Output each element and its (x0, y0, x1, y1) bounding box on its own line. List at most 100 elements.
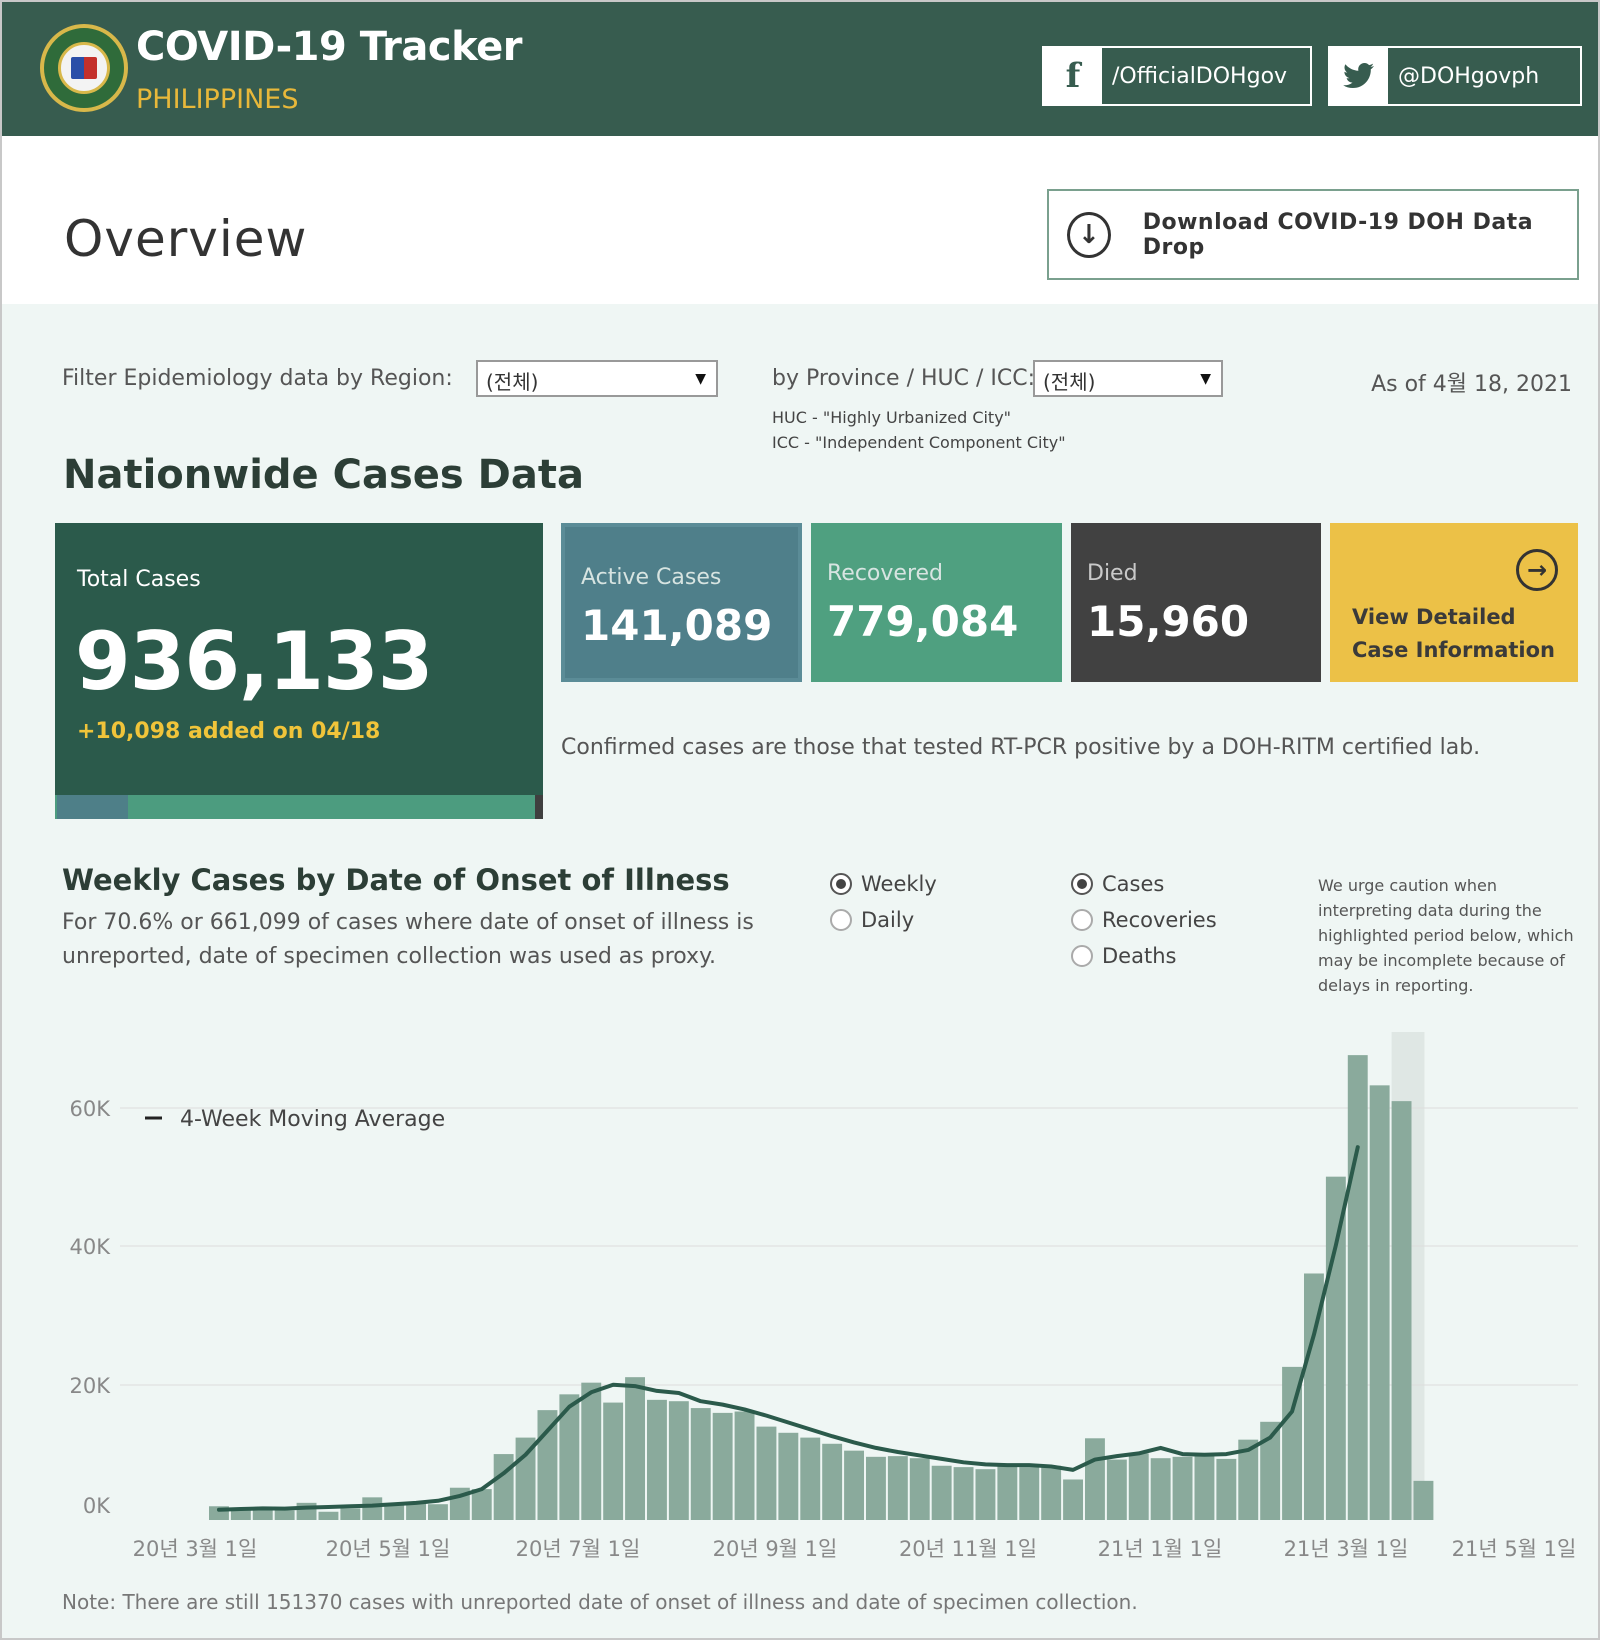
died-value: 15,960 (1087, 597, 1250, 646)
active-cases-label: Active Cases (581, 565, 722, 590)
bar (647, 1399, 667, 1520)
composition-died-segment (535, 795, 543, 819)
bar (274, 1510, 295, 1520)
region-filter-label: Filter Epidemiology data by Region: (62, 366, 453, 391)
bar (997, 1465, 1018, 1520)
region-select-value: (전체) (486, 370, 539, 394)
dropdown-arrow-icon: ▼ (1200, 371, 1211, 387)
bar (603, 1402, 624, 1520)
bar (1413, 1480, 1434, 1520)
radio-daily[interactable]: Daily (830, 908, 914, 932)
bar (1260, 1421, 1281, 1520)
facebook-label: /OfficialDOHgov (1112, 63, 1288, 89)
recovered-label: Recovered (827, 561, 944, 586)
province-select-value: (전체) (1043, 370, 1096, 394)
confirmed-cases-note: Confirmed cases are those that tested RT… (561, 735, 1481, 760)
bar (581, 1382, 602, 1520)
app-title: COVID-19 Tracker (136, 24, 522, 70)
bar (1304, 1273, 1324, 1520)
radio-deaths[interactable]: Deaths (1071, 944, 1176, 968)
bar (230, 1509, 251, 1520)
region-select[interactable]: (전체) ▼ (476, 360, 718, 397)
facebook-icon: f (1044, 48, 1102, 104)
province-filter-label: by Province / HUC / ICC: (772, 366, 1036, 391)
bar (1150, 1458, 1171, 1520)
bar (428, 1504, 448, 1520)
died-card: Died 15,960 (1071, 523, 1321, 682)
app-subtitle: PHILIPPINES (136, 84, 299, 115)
bar (625, 1377, 645, 1520)
radio-recoveries-label: Recoveries (1102, 908, 1217, 932)
twitter-link[interactable]: @DOHgovph (1328, 46, 1582, 106)
x-tick-label: 20년 5월 1일 (326, 1537, 451, 1561)
moving-average-line (216, 1145, 1360, 1512)
radio-recoveries[interactable]: Recoveries (1071, 908, 1217, 932)
radio-deaths-label: Deaths (1102, 944, 1177, 968)
bar (1063, 1479, 1083, 1520)
twitter-icon (1330, 48, 1388, 104)
bar (493, 1454, 514, 1520)
radio-daily-label: Daily (861, 908, 915, 932)
view-case-info-label: View Detailed Case Information (1352, 601, 1555, 667)
recovered-card: Recovered 779,084 (811, 523, 1062, 682)
y-tick-label: 40K (70, 1235, 112, 1259)
dropdown-arrow-icon: ▼ (695, 371, 706, 387)
download-icon: ↓ (1067, 211, 1111, 258)
bar (822, 1443, 843, 1520)
radio-weekly-label: Weekly (861, 872, 937, 896)
bar (1391, 1101, 1412, 1520)
radio-cases[interactable]: Cases (1071, 872, 1164, 896)
bar (734, 1411, 755, 1520)
bar (1172, 1456, 1193, 1520)
huc-note: HUC - "Highly Urbanized City" (772, 408, 1012, 427)
facebook-link[interactable]: f /OfficialDOHgov (1042, 46, 1312, 106)
radio-unselected-icon (830, 909, 852, 931)
y-tick-label: 60K (70, 1097, 112, 1121)
bar (384, 1504, 405, 1520)
recovered-value: 779,084 (827, 597, 1019, 646)
province-select[interactable]: (전체) ▼ (1033, 360, 1223, 397)
bar (778, 1432, 799, 1520)
footnote: Note: There are still 151370 cases with … (62, 1590, 1138, 1614)
bar (931, 1465, 952, 1520)
bar (296, 1502, 317, 1520)
weekly-chart-title: Weekly Cases by Date of Onset of Illness (62, 863, 730, 897)
bar (318, 1511, 339, 1520)
download-data-button[interactable]: ↓ Download COVID-19 DOH Data Drop (1047, 189, 1579, 280)
bar (1369, 1085, 1390, 1520)
bar (668, 1401, 689, 1520)
y-tick-label: 20K (70, 1374, 112, 1398)
radio-cases-label: Cases (1102, 872, 1165, 896)
bar (1216, 1458, 1237, 1520)
bar (866, 1456, 886, 1520)
died-label: Died (1087, 561, 1138, 586)
bar (1106, 1459, 1127, 1520)
total-cases-added: +10,098 added on 04/18 (77, 719, 381, 744)
bar (1325, 1176, 1346, 1520)
radio-unselected-icon (1071, 945, 1093, 967)
bar (1194, 1454, 1215, 1520)
view-case-info-button[interactable]: → View Detailed Case Information (1330, 523, 1578, 682)
seal-emblem (58, 42, 110, 94)
bar (471, 1489, 492, 1520)
bar (1282, 1366, 1302, 1520)
x-tick-label: 20년 3월 1일 (133, 1537, 258, 1561)
weekly-chart-description: For 70.6% or 661,099 of cases where date… (62, 910, 754, 969)
active-cases-card: Active Cases 141,089 (561, 523, 802, 682)
bar (690, 1408, 711, 1520)
download-label: Download COVID-19 DOH Data Drop (1142, 209, 1534, 260)
x-tick-label: 21년 5월 1일 (1452, 1537, 1577, 1561)
x-tick-label: 21년 3월 1일 (1284, 1537, 1409, 1561)
view-case-info-line2: Case Information (1352, 638, 1555, 662)
bar (1085, 1438, 1105, 1520)
nationwide-title: Nationwide Cases Data (63, 452, 584, 498)
total-cases-value: 936,133 (75, 615, 433, 708)
composition-active-segment (57, 795, 128, 819)
page-title: Overview (64, 210, 308, 268)
bar (975, 1469, 996, 1520)
arrow-right-circle-icon: → (1516, 549, 1558, 591)
x-tick-label: 20년 11월 1일 (899, 1537, 1037, 1561)
legend-label: 4-Week Moving Average (180, 1107, 445, 1132)
radio-weekly[interactable]: Weekly (830, 872, 937, 896)
y-tick-label: 0K (83, 1494, 111, 1518)
